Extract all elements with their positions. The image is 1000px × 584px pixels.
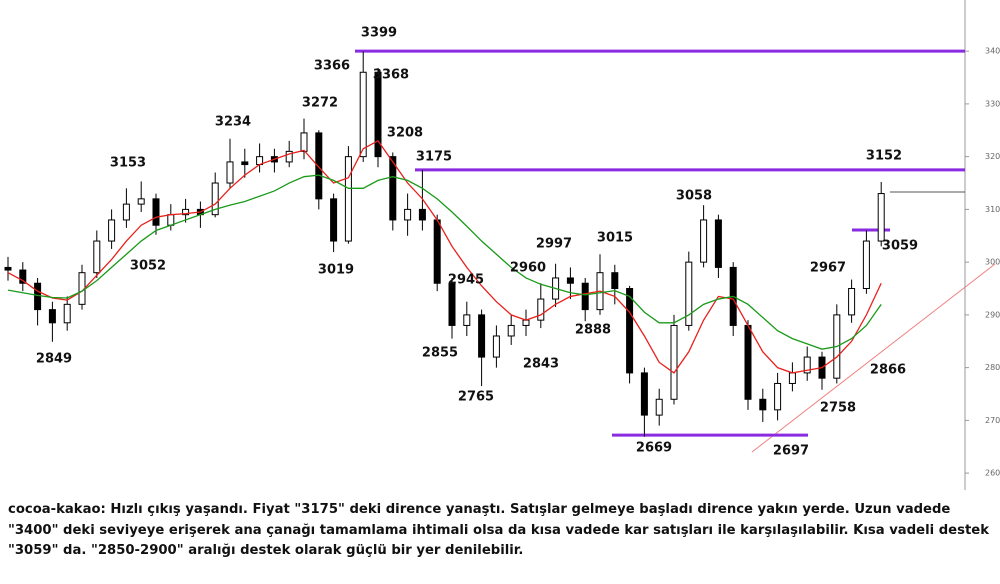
annotation: 3015 — [597, 231, 633, 246]
candle-body — [611, 272, 619, 290]
annotation: 3152 — [866, 149, 902, 164]
candle-body — [877, 193, 885, 242]
candle-body — [48, 309, 56, 324]
candle-body — [19, 269, 27, 284]
candle-body — [463, 314, 471, 326]
candle-body — [788, 372, 796, 384]
y-tick-label: 2700, — [985, 416, 1000, 425]
candle-body — [537, 298, 545, 321]
candle-body — [759, 398, 767, 411]
candle-body — [389, 156, 397, 221]
candle-body — [670, 324, 678, 400]
candle-body — [478, 314, 486, 358]
annotation: 2866 — [870, 363, 906, 378]
candle-body — [848, 288, 856, 316]
trend-line — [751, 263, 996, 453]
candle-body — [522, 319, 530, 326]
y-tick-label: 3300, — [985, 99, 1000, 108]
moving-average — [7, 139, 882, 374]
annotation: 2765 — [458, 390, 494, 405]
candle-body — [211, 182, 219, 216]
annotation: 3368 — [373, 68, 409, 83]
candle-body — [374, 71, 382, 158]
candle-body — [108, 219, 116, 242]
y-tick-label: 2800, — [985, 363, 1000, 372]
annotation: 2997 — [536, 237, 572, 252]
candle-body — [803, 356, 811, 374]
y-tick-label: 2900, — [985, 310, 1000, 319]
candle-body — [655, 398, 663, 416]
y-tick-label: 3000, — [985, 258, 1000, 267]
candle-body — [507, 324, 515, 337]
candle-body — [330, 198, 338, 242]
annotation: 3399 — [361, 26, 397, 41]
candle-body — [685, 261, 693, 326]
candle-body — [4, 266, 12, 271]
candle-body — [285, 150, 293, 163]
candle-body — [418, 208, 426, 221]
annotation: 2945 — [448, 273, 484, 288]
candle-body — [93, 240, 101, 274]
candle-body — [714, 219, 722, 268]
candle-body — [122, 203, 130, 221]
annotation: 2758 — [820, 401, 856, 416]
annotation: 3019 — [318, 263, 354, 278]
candle-body — [241, 161, 249, 166]
candle-body — [152, 198, 160, 226]
y-tick-label: 3100, — [985, 205, 1000, 214]
y-tick-label: 3400, — [985, 47, 1000, 56]
candle-body — [137, 198, 145, 205]
annotation: 3175 — [416, 150, 452, 165]
candle-body — [700, 219, 708, 263]
annotation: 2843 — [523, 357, 559, 372]
chart: 2600, 2700, 2800, 2900, 3000, 3100, 3200, 3300,… — [4, 0, 1000, 490]
annotation: 3272 — [302, 96, 338, 111]
candle-body — [167, 214, 175, 226]
candle-body — [566, 277, 574, 284]
candle-body — [63, 303, 71, 324]
annotation: 3059 — [882, 239, 918, 254]
candle-body — [182, 208, 190, 216]
candle-body — [774, 382, 782, 411]
annotation: 3153 — [110, 156, 146, 171]
annotation: 3052 — [130, 259, 166, 274]
candle-body — [581, 282, 589, 311]
candle-body — [492, 335, 500, 358]
annotation: 2849 — [36, 352, 72, 367]
candle-body — [34, 282, 42, 311]
annotation: 3058 — [676, 189, 712, 204]
candle-body — [359, 71, 367, 158]
caption: cocoa-kakao: Hızlı çıkış yaşandı. Fiyat … — [8, 502, 989, 558]
moving-average — [7, 174, 882, 350]
candle-body — [226, 161, 234, 184]
annotation: 2888 — [575, 323, 611, 338]
annotation: 2967 — [810, 261, 846, 276]
annotation: 3366 — [314, 59, 350, 74]
annotation: 3208 — [387, 126, 423, 141]
candle-body — [448, 282, 456, 326]
candle-body — [744, 324, 752, 400]
y-tick-label: 3200, — [985, 152, 1000, 161]
candle-body — [862, 240, 870, 290]
candle-body — [300, 132, 308, 152]
candle-body — [344, 156, 352, 242]
candle-body — [404, 208, 412, 221]
candle-body — [626, 288, 634, 374]
annotation: 2855 — [422, 346, 458, 361]
candle-body — [315, 132, 323, 200]
candle-body — [433, 219, 441, 284]
annotation: 3234 — [215, 115, 251, 130]
annotation: 2669 — [636, 441, 672, 456]
annotation: 2960 — [510, 261, 546, 276]
annotation: 2697 — [773, 444, 809, 459]
candle-body — [640, 372, 648, 416]
y-tick-label: 2600, — [985, 469, 1000, 478]
